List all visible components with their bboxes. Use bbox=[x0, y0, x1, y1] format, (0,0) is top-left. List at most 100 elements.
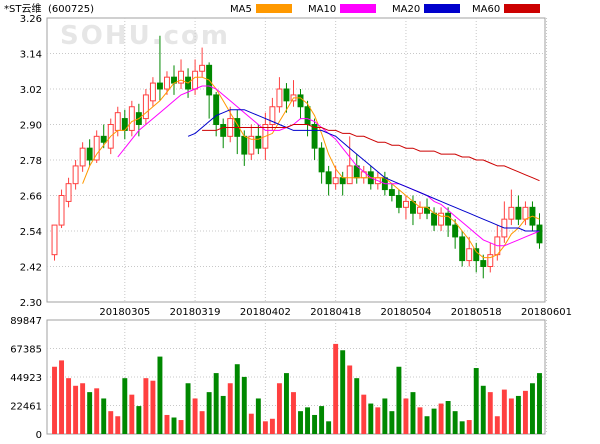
volume-bar bbox=[220, 395, 226, 434]
x-tick-label: 20180319 bbox=[170, 307, 221, 318]
candle-body bbox=[79, 147, 86, 167]
legend-swatch-ma60 bbox=[504, 4, 540, 13]
candle-body bbox=[431, 212, 438, 226]
candle-body bbox=[536, 224, 543, 244]
volume-bar bbox=[108, 411, 114, 434]
volume-bar bbox=[494, 416, 500, 434]
volume-bar bbox=[473, 368, 479, 434]
volume-bar bbox=[508, 398, 514, 434]
legend-label-ma20: MA20 bbox=[392, 4, 420, 15]
candle-body bbox=[178, 70, 184, 84]
volume-bar bbox=[487, 392, 493, 434]
volume-bar bbox=[424, 416, 430, 434]
legend-label-ma5: MA5 bbox=[230, 4, 252, 15]
volume-bar bbox=[129, 394, 135, 434]
volume-bar bbox=[122, 378, 128, 434]
volume-bar bbox=[59, 360, 65, 434]
volume-bar bbox=[466, 420, 472, 434]
price-y-tick-label: 2.54 bbox=[20, 227, 42, 238]
volume-bar bbox=[178, 420, 184, 434]
volume-bar bbox=[199, 411, 205, 434]
volume-bar bbox=[445, 401, 451, 434]
volume-bar bbox=[185, 383, 191, 434]
volume-bar bbox=[312, 414, 318, 434]
candle-body bbox=[114, 112, 121, 131]
candle-body bbox=[142, 94, 149, 120]
volume-bar bbox=[66, 378, 72, 434]
price-y-tick-label: 2.66 bbox=[20, 192, 42, 203]
volume-bar bbox=[305, 407, 311, 434]
price-y-tick-label: 3.02 bbox=[20, 85, 42, 96]
volume-bar bbox=[52, 366, 57, 434]
candle-body bbox=[58, 195, 65, 226]
legend-label-ma10: MA10 bbox=[308, 4, 336, 15]
candle-body bbox=[220, 124, 227, 137]
volume-bar bbox=[438, 403, 444, 434]
volume-bar bbox=[276, 383, 282, 434]
volume-bar bbox=[529, 383, 535, 434]
volume-bar bbox=[382, 398, 388, 434]
x-tick-label: 20180402 bbox=[240, 307, 291, 318]
volume-y-tick-label: 44923 bbox=[10, 373, 42, 384]
x-tick-label: 20180518 bbox=[451, 307, 502, 318]
candle-body bbox=[459, 236, 466, 262]
volume-bar bbox=[319, 406, 325, 434]
candle-body bbox=[100, 135, 107, 143]
volume-bar bbox=[333, 343, 339, 434]
candle-body bbox=[346, 165, 353, 185]
candle-body bbox=[128, 106, 135, 131]
price-y-tick-label: 3.14 bbox=[20, 50, 42, 61]
candle-body bbox=[248, 135, 255, 155]
candle-body bbox=[473, 248, 480, 262]
x-tick-label: 20180601 bbox=[521, 307, 572, 318]
price-y-tick-label: 2.30 bbox=[20, 298, 42, 309]
volume-y-tick-label: 67385 bbox=[10, 345, 42, 356]
volume-bar bbox=[157, 356, 163, 434]
grid bbox=[46, 17, 548, 435]
candle-body bbox=[86, 147, 93, 161]
volume-bar bbox=[347, 365, 353, 434]
candle-body bbox=[241, 135, 248, 155]
candle-body bbox=[445, 212, 452, 226]
candle-body bbox=[164, 76, 170, 90]
candle-body bbox=[466, 248, 473, 262]
candle-body bbox=[255, 135, 262, 149]
candle-body bbox=[304, 106, 311, 125]
watermark: SOHU.com bbox=[60, 21, 230, 51]
volume-bar bbox=[227, 383, 233, 434]
candle-body bbox=[417, 206, 423, 214]
x-tick-label: 20180305 bbox=[99, 307, 150, 318]
volume-bar bbox=[452, 411, 458, 434]
candle-body bbox=[325, 171, 332, 185]
candle-body bbox=[72, 165, 79, 185]
price-y-tick-label: 2.42 bbox=[20, 263, 42, 274]
volume-bar bbox=[410, 392, 416, 434]
volume-bar bbox=[537, 373, 542, 434]
volume-bar bbox=[262, 421, 268, 434]
candle-body bbox=[339, 177, 346, 185]
candle-body bbox=[311, 124, 318, 149]
volume-bar bbox=[368, 403, 374, 434]
candle-body bbox=[438, 212, 445, 226]
volume-y-tick-label: 22461 bbox=[10, 402, 42, 413]
candle-body bbox=[480, 260, 487, 268]
volume-bar bbox=[269, 418, 275, 434]
volume-bar bbox=[241, 376, 247, 434]
candle-body bbox=[515, 206, 522, 220]
watermark-text: SOHU.com bbox=[60, 21, 230, 51]
x-tick-label: 20180418 bbox=[310, 307, 361, 318]
volume-bar bbox=[101, 398, 107, 434]
x-tick-label: 20180504 bbox=[380, 307, 431, 318]
candle-body bbox=[508, 206, 515, 220]
volume-bar bbox=[396, 366, 402, 434]
candle-body bbox=[93, 135, 100, 161]
volume-bar bbox=[87, 392, 93, 434]
volume-bar bbox=[459, 421, 465, 434]
volume-bar bbox=[515, 395, 521, 434]
volume-panel bbox=[52, 343, 542, 434]
volume-bar bbox=[143, 378, 149, 434]
legend-swatch-ma10 bbox=[340, 4, 376, 13]
candle-body bbox=[318, 147, 325, 173]
